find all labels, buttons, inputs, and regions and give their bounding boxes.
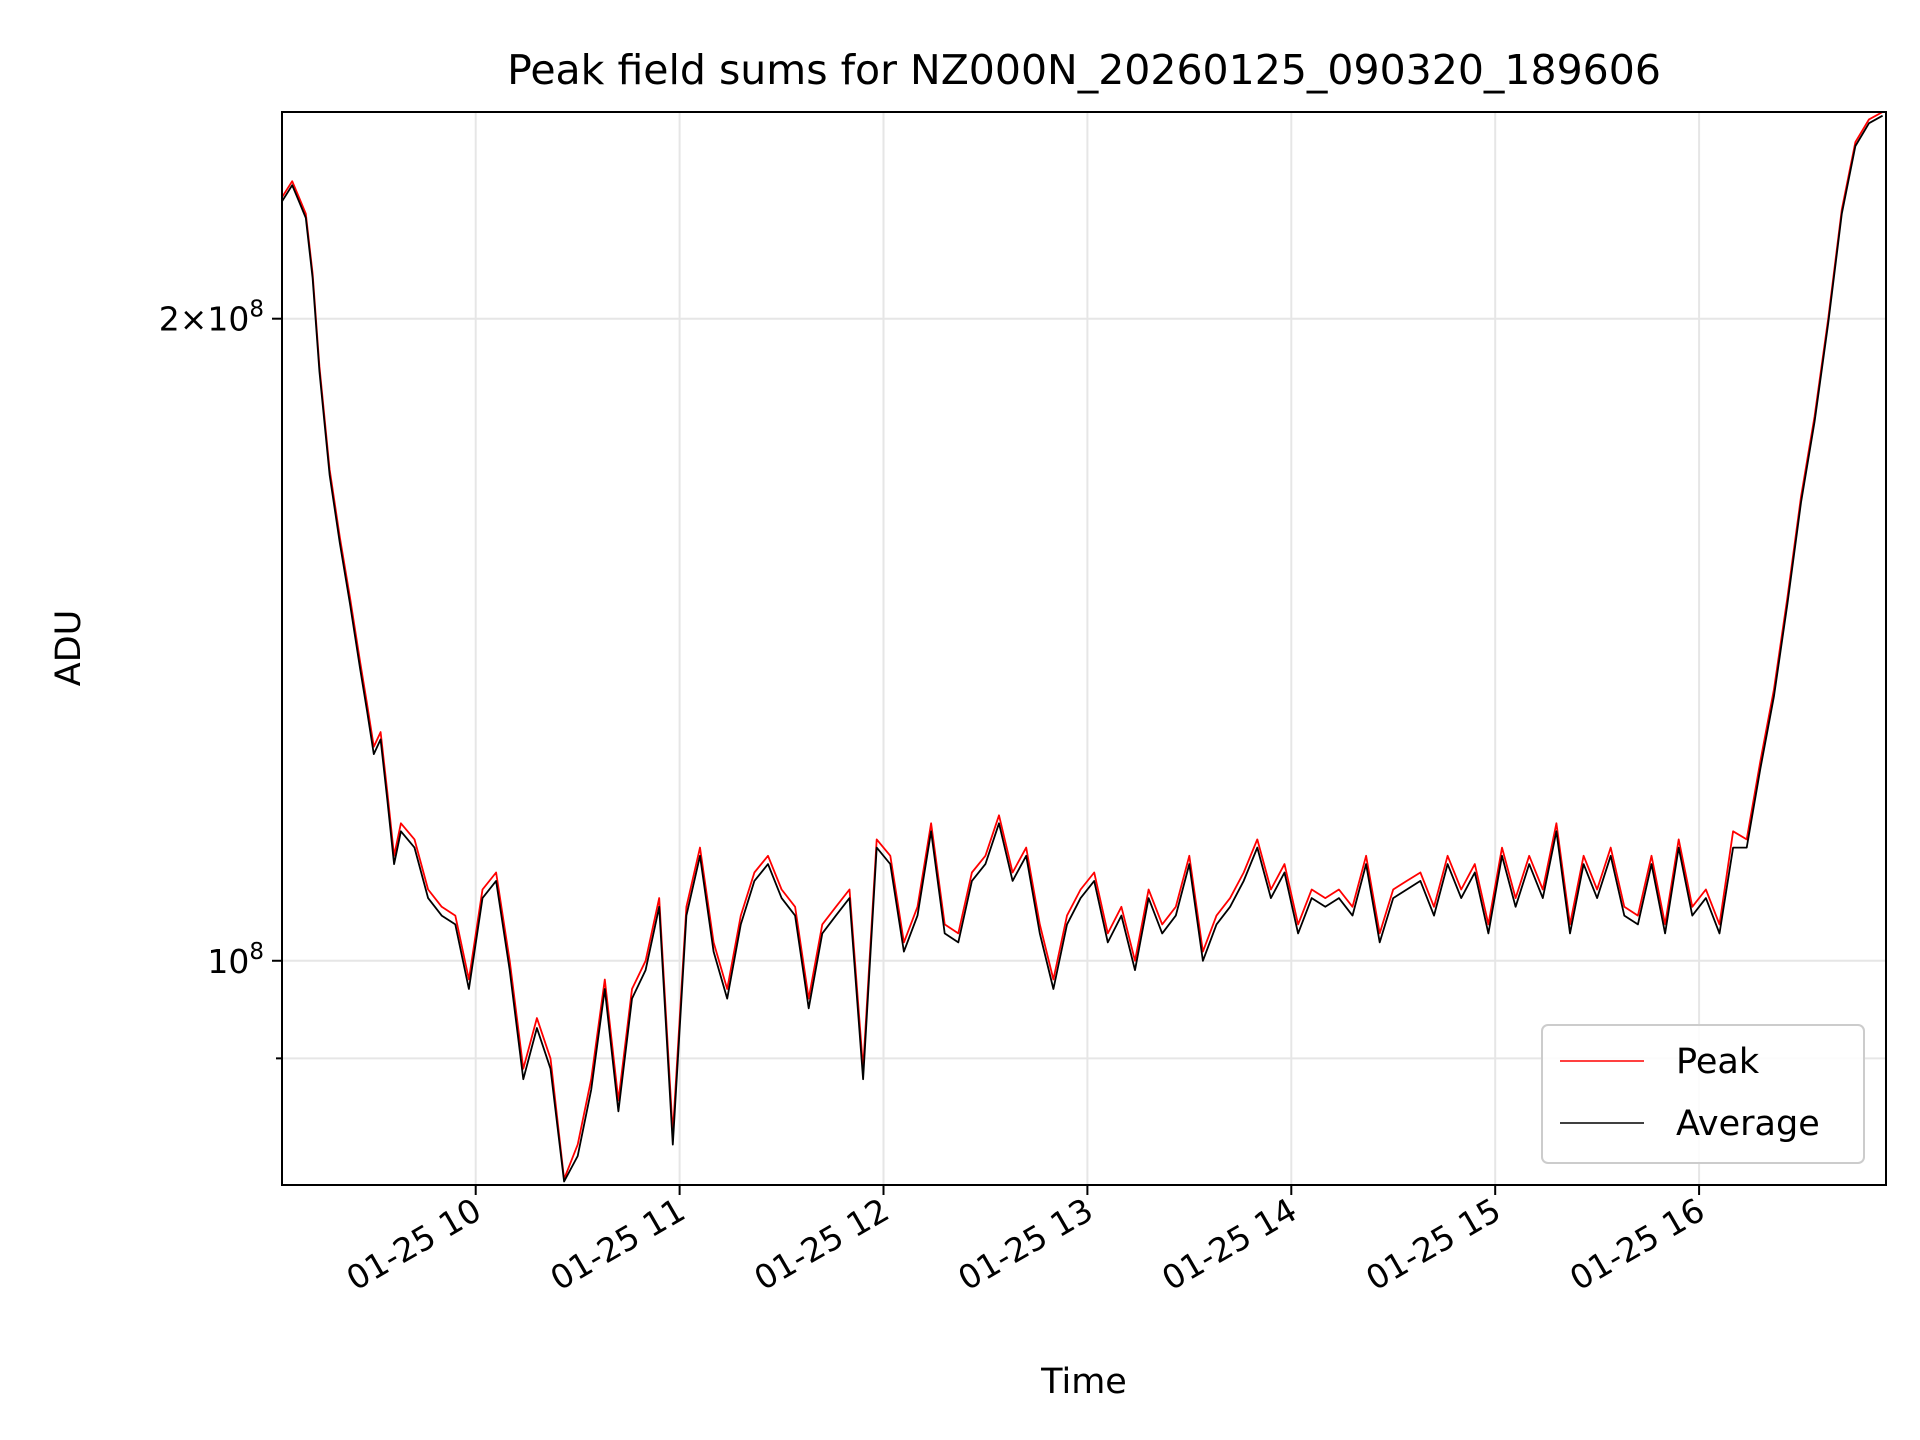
chart-title: Peak field sums for NZ000N_20260125_0903… — [507, 46, 1661, 94]
series-line-average — [282, 114, 1884, 1183]
x-axis-label: Time — [1040, 1362, 1127, 1402]
plot-frame — [281, 111, 1887, 1186]
series-line-peak — [282, 112, 1884, 1180]
series-group — [282, 112, 1884, 1183]
y-tick-label: 108 — [207, 939, 264, 981]
legend-box — [1541, 1024, 1865, 1164]
y-axis-label: ADU — [49, 610, 89, 687]
legend-label-average: Average — [1676, 1104, 1820, 1144]
y-axis: 2×108 108 — [159, 297, 282, 1060]
legend-label-peak: Peak — [1676, 1042, 1760, 1082]
y-tick-label: 2×108 — [159, 297, 264, 339]
legend: Peak Average — [1541, 1024, 1865, 1164]
